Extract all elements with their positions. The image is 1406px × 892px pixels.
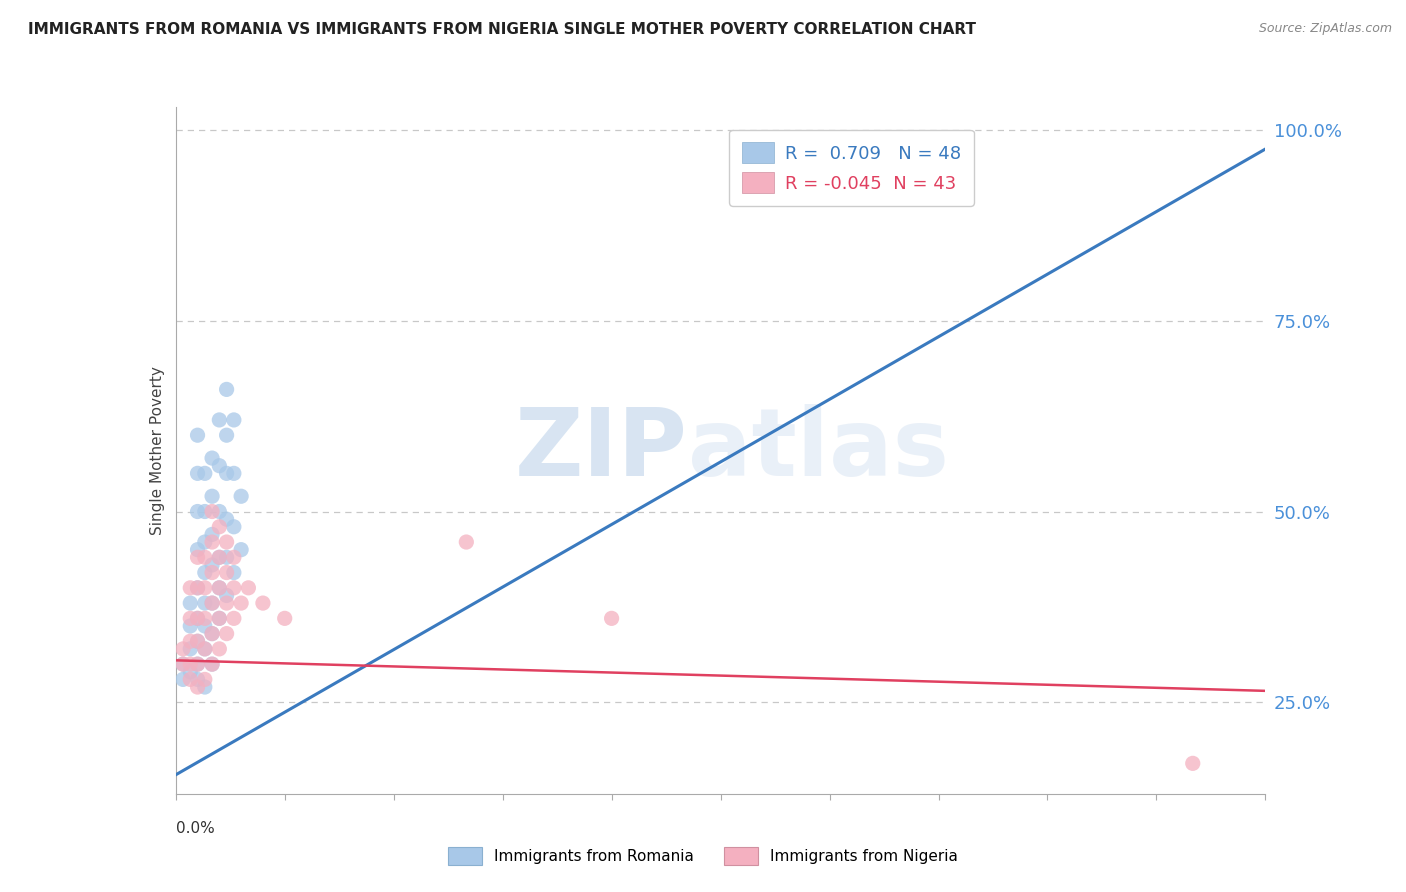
Point [194,641,217,656]
Point [179,581,201,595]
Point [201,657,224,672]
Point [172,657,194,672]
Point [208,550,231,565]
Point [201,535,224,549]
Point [186,634,209,648]
Point [201,566,224,580]
Point [222,550,245,565]
Point [201,596,224,610]
Point [186,542,209,557]
Text: atlas: atlas [688,404,949,497]
Point [186,657,209,672]
Point [201,489,224,503]
Text: Source: ZipAtlas.com: Source: ZipAtlas.com [1258,22,1392,36]
Point [215,566,238,580]
Point [179,596,201,610]
Point [201,558,224,572]
Point [186,467,209,481]
Point [231,489,253,503]
Legend: R =  0.709   N = 48, R = -0.045  N = 43: R = 0.709 N = 48, R = -0.045 N = 43 [728,130,974,206]
Point [222,520,245,534]
Point [179,641,201,656]
Point [456,535,478,549]
Point [208,581,231,595]
Point [215,512,238,526]
Point [208,611,231,625]
Point [194,619,217,633]
Point [222,413,245,427]
Point [201,451,224,466]
Text: 0.0%: 0.0% [176,822,215,837]
Point [179,619,201,633]
Point [194,535,217,549]
Point [194,641,217,656]
Point [194,566,217,580]
Point [186,581,209,595]
Point [208,504,231,518]
Point [231,596,253,610]
Point [179,611,201,625]
Point [172,673,194,687]
Point [194,596,217,610]
Point [172,657,194,672]
Point [201,504,224,518]
Text: ZIP: ZIP [515,404,688,497]
Point [600,611,623,625]
Point [201,626,224,640]
Point [238,581,260,595]
Text: IMMIGRANTS FROM ROMANIA VS IMMIGRANTS FROM NIGERIA SINGLE MOTHER POVERTY CORRELA: IMMIGRANTS FROM ROMANIA VS IMMIGRANTS FR… [28,22,976,37]
Point [186,634,209,648]
Point [208,581,231,595]
Point [208,641,231,656]
Point [186,673,209,687]
Point [222,566,245,580]
Point [222,581,245,595]
Point [186,504,209,518]
Point [215,428,238,442]
Point [194,581,217,595]
Point [215,626,238,640]
Point [208,550,231,565]
Point [201,596,224,610]
Point [194,673,217,687]
Point [252,596,274,610]
Point [179,657,201,672]
Point [215,383,238,397]
Point [215,589,238,603]
Point [179,673,201,687]
Point [208,458,231,473]
Point [215,535,238,549]
Point [186,611,209,625]
Point [201,527,224,541]
Point [215,550,238,565]
Y-axis label: Single Mother Poverty: Single Mother Poverty [149,366,165,535]
Point [222,467,245,481]
Legend: Immigrants from Romania, Immigrants from Nigeria: Immigrants from Romania, Immigrants from… [441,841,965,871]
Point [231,542,253,557]
Point [201,657,224,672]
Point [194,550,217,565]
Point [194,467,217,481]
Point [186,550,209,565]
Point [172,641,194,656]
Point [186,581,209,595]
Point [194,611,217,625]
Point [274,611,297,625]
Point [222,611,245,625]
Point [208,413,231,427]
Point [194,680,217,694]
Point [186,657,209,672]
Point [179,665,201,679]
Point [208,520,231,534]
Point [194,504,217,518]
Point [186,680,209,694]
Point [215,596,238,610]
Point [1181,756,1204,771]
Point [186,428,209,442]
Point [208,611,231,625]
Point [179,634,201,648]
Point [201,626,224,640]
Point [215,467,238,481]
Point [186,611,209,625]
